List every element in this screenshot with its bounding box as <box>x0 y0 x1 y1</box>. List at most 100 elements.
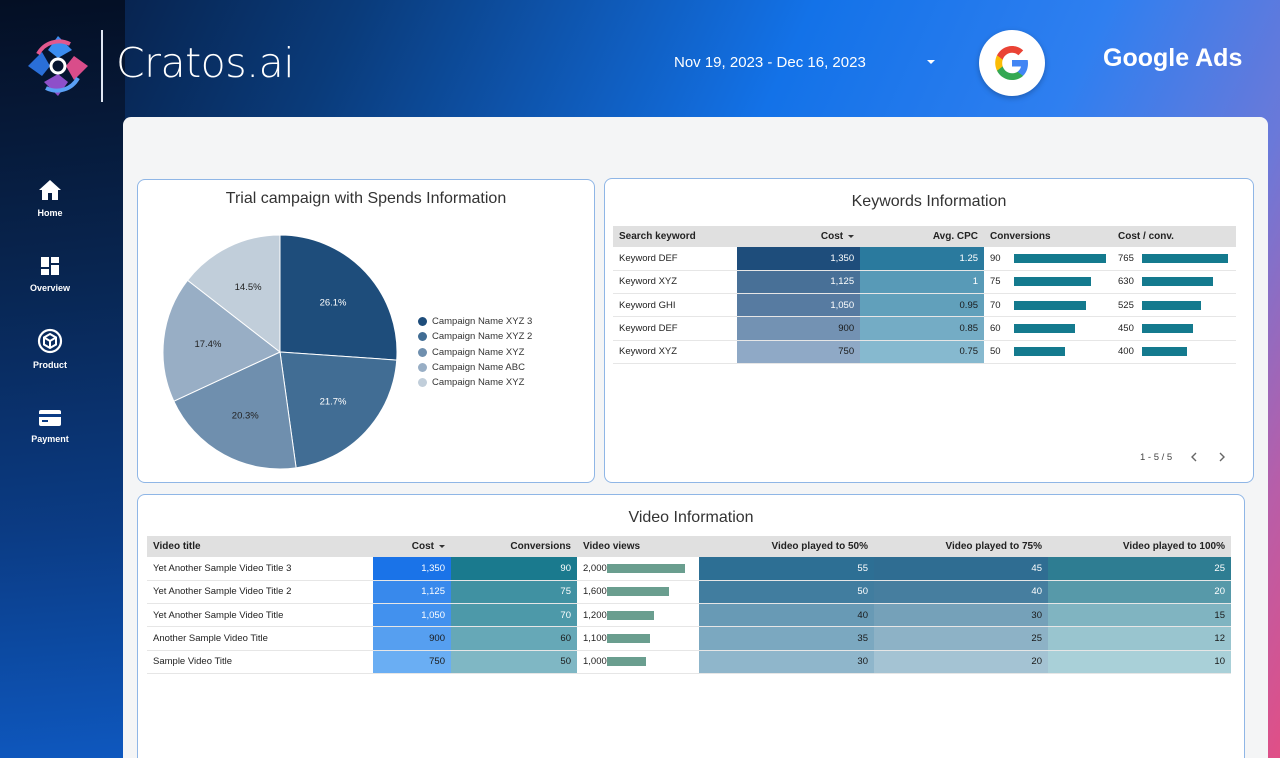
chevron-down-icon[interactable] <box>927 60 935 64</box>
keywords-title: Keywords Information <box>851 193 1007 210</box>
table-row[interactable]: Keyword XYZ 750 0.75 50 400 <box>613 340 1236 364</box>
table-row[interactable]: Yet Another Sample Video Title 2 1,125 75 1… <box>147 580 1231 605</box>
home-icon <box>39 180 61 200</box>
nav-item-product[interactable]: Product <box>0 328 100 370</box>
keyword-cell: Keyword XYZ <box>613 270 738 295</box>
table-row[interactable]: Yet Another Sample Video Title 3 1,350 90 2… <box>147 557 1231 581</box>
pie-slice[interactable] <box>279 351 398 469</box>
conversions-cell: 90 <box>984 247 1113 271</box>
table-row[interactable]: Yet Another Sample Video Title 1,050 70 1,2… <box>147 603 1231 628</box>
video-title-cell: Another Sample Video Title <box>147 626 373 651</box>
video-title-cell: Yet Another Sample Video Title 2 <box>147 580 373 605</box>
legend-item[interactable]: Campaign Name XYZ <box>418 345 532 360</box>
played-50-cell: 50 <box>699 580 874 605</box>
pie-slice-label: 21.7% <box>320 396 347 407</box>
nav-label-payment: Payment <box>31 434 69 444</box>
date-range-picker[interactable]: Nov 19, 2023 - Dec 16, 2023 <box>674 54 866 71</box>
col-header-cost-label: Cost <box>820 231 844 242</box>
pie-chart-title: Trial campaign with Spends Information <box>225 190 507 207</box>
table-row[interactable]: Keyword DEF 1,350 1.25 90 765 <box>613 247 1236 271</box>
table-row[interactable]: Sample Video Title 750 50 1,000 30 20 10 <box>147 650 1231 674</box>
col-header-video-cost[interactable]: Cost <box>373 536 451 557</box>
cost-cell: 1,350 <box>737 247 861 271</box>
video-views-value: 1,200 <box>583 609 607 621</box>
conversions-cell: 50 <box>984 340 1113 364</box>
table-row[interactable]: Keyword DEF 900 0.85 60 450 <box>613 316 1236 341</box>
table-row[interactable]: Another Sample Video Title 900 60 1,100 35 25… <box>147 626 1231 651</box>
video-cost-cell: 750 <box>373 650 451 674</box>
nav-label-product: Product <box>32 360 67 370</box>
cost-cell: 1,050 <box>737 293 861 318</box>
nav-item-home[interactable]: Home <box>0 178 100 218</box>
played-50-cell: 40 <box>699 603 874 628</box>
pie-chart: 26.1% 21.7% 20.3% 17.4% 14.5% <box>162 234 398 470</box>
video-views-bar <box>607 610 654 620</box>
conversions-cell-bar <box>1014 324 1076 334</box>
table-row[interactable]: Keyword XYZ 1,125 1 75 630 <box>613 270 1236 295</box>
cost-per-conv-cell: 630 <box>1112 270 1236 295</box>
video-cost-cell: 1,125 <box>373 580 451 605</box>
conversions-cell-bar <box>1014 277 1091 287</box>
keyword-cell: Keyword XYZ <box>613 340 738 364</box>
video-views-bar <box>607 563 685 573</box>
chevron-left-icon[interactable] <box>1187 450 1201 464</box>
col-header-played-75[interactable]: Video played to 75% <box>874 536 1048 557</box>
col-header-cost[interactable]: Cost <box>737 226 861 247</box>
legend-item[interactable]: Campaign Name XYZ 2 <box>418 329 532 344</box>
conversions-cell: 60 <box>984 316 1113 341</box>
pie-slice[interactable] <box>173 351 297 470</box>
conversions-cell-bar <box>1014 300 1086 310</box>
pie-slice[interactable] <box>186 234 281 354</box>
col-header-avg-cpc[interactable]: Avg. CPC <box>860 226 985 247</box>
col-header-video-views[interactable]: Video views <box>577 536 699 557</box>
pie-slice-label: 20.3% <box>232 411 259 422</box>
col-header-cost-per-conv[interactable]: Cost / conv. <box>1112 226 1236 247</box>
legend-label: Campaign Name XYZ <box>432 346 525 358</box>
col-header-conversions[interactable]: Conversions <box>984 226 1113 247</box>
cost-per-conv-cell-bar <box>1142 277 1213 287</box>
played-75-cell: 30 <box>874 603 1048 628</box>
col-header-video-title[interactable]: Video title <box>147 536 373 557</box>
cost-cell: 1,125 <box>737 270 861 295</box>
legend-item[interactable]: Campaign Name ABC <box>418 360 532 375</box>
col-header-played-100[interactable]: Video played to 100% <box>1048 536 1231 557</box>
col-header-played-50[interactable]: Video played to 50% <box>699 536 874 557</box>
cost-per-conv-cell-value: 450 <box>1118 323 1134 335</box>
video-cost-cell: 1,350 <box>373 557 451 581</box>
nav-item-payment[interactable]: Payment <box>0 408 100 444</box>
pie-slice-label: 26.1% <box>320 298 347 309</box>
cost-per-conv-cell-value: 630 <box>1118 276 1134 288</box>
cost-per-conv-cell-value: 525 <box>1118 299 1134 311</box>
conversions-cell-bar <box>1014 347 1066 357</box>
box-icon <box>37 328 63 354</box>
legend-item[interactable]: Campaign Name XYZ 3 <box>418 314 532 329</box>
pagination-label: 1 - 5 / 5 <box>1140 452 1173 463</box>
legend-label: Campaign Name ABC <box>432 362 525 374</box>
legend-item[interactable]: Campaign Name XYZ <box>418 375 532 390</box>
nav-item-overview[interactable]: Overview <box>0 255 100 293</box>
played-50-cell: 35 <box>699 626 874 651</box>
pie-legend: Campaign Name XYZ 3 Campaign Name XYZ 2 Ca… <box>418 314 532 390</box>
nav-label-overview: Overview <box>29 283 71 293</box>
avg-cpc-cell: 0.95 <box>860 293 985 318</box>
pie-slice[interactable] <box>279 234 398 361</box>
nav-label-home: Home <box>37 208 63 218</box>
logo-separator <box>101 30 103 102</box>
video-views-bar <box>607 634 650 644</box>
table-row[interactable]: Keyword GHI 1,050 0.95 70 525 <box>613 293 1236 318</box>
col-header-video-conversions[interactable]: Conversions <box>451 536 577 557</box>
video-table: Video title Cost Conversions Video views… <box>147 536 1231 674</box>
cost-cell: 900 <box>737 316 861 341</box>
legend-swatch <box>418 332 427 342</box>
cratos-logo-mark-icon <box>28 36 88 96</box>
legend-swatch <box>418 378 427 388</box>
video-title-cell: Yet Another Sample Video Title <box>147 603 373 628</box>
conversions-cell: 75 <box>984 270 1113 295</box>
played-100-cell: 12 <box>1048 626 1231 651</box>
legend-label: Campaign Name XYZ 3 <box>432 316 533 328</box>
video-views-value: 1,100 <box>583 633 607 645</box>
sort-desc-icon <box>848 234 855 238</box>
col-header-search-keyword[interactable]: Search keyword <box>613 226 738 247</box>
pie-slice[interactable] <box>162 279 281 402</box>
chevron-right-icon[interactable] <box>1215 450 1229 464</box>
